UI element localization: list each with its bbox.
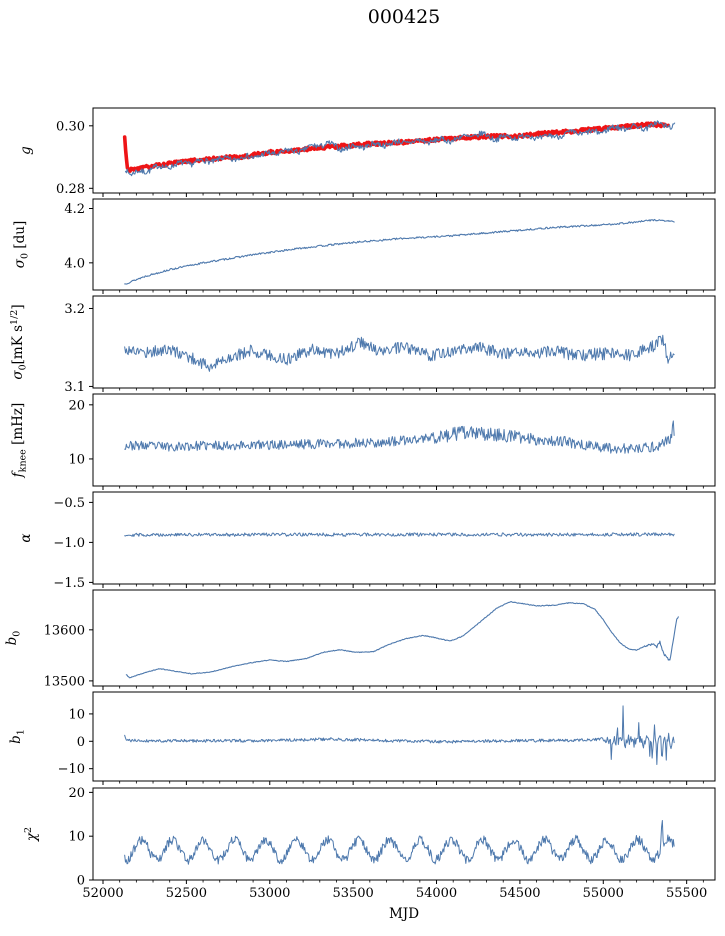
panel-spines <box>92 691 716 782</box>
label-segment: 0 <box>18 364 29 370</box>
y-tick-label: 20 <box>68 786 85 801</box>
series-chi2-line <box>124 820 675 865</box>
y-tick-label: 10 <box>68 830 85 845</box>
y-tick-label: 4.2 <box>64 202 85 217</box>
series-group <box>124 705 675 766</box>
y-tick-label: 20 <box>68 398 85 413</box>
series-b0-line <box>125 601 679 679</box>
panel-b1: 10 0 −10 b1 <box>8 691 716 785</box>
y-axis-label-b1: b1 <box>8 729 27 744</box>
label-segment: b <box>4 637 20 646</box>
y-axis-label-fknee: fknee [mHz] <box>10 403 29 479</box>
label-segment: 0 <box>12 631 23 637</box>
chart-title: 000425 <box>367 6 441 28</box>
panel-spines <box>92 589 716 687</box>
label-segment: χ <box>24 832 40 842</box>
x-tick-label: 54500 <box>499 886 540 901</box>
panel-sigma0-mk: 3.2 3.1 σ0[mK s1/2] <box>9 295 716 395</box>
y-tick-label: 0.28 <box>56 182 85 197</box>
y-tick-label: 0 <box>77 735 85 750</box>
panel-fknee: 20 10 fknee [mHz] <box>10 393 716 490</box>
label-segment: b <box>8 735 24 744</box>
y-tick-label: −1.0 <box>53 536 85 551</box>
panel-spines <box>92 491 716 585</box>
y-tick-label: 3.2 <box>64 302 85 317</box>
x-tick-label: 55000 <box>583 886 624 901</box>
x-tick-label: 54000 <box>416 886 457 901</box>
panel-spines <box>92 787 716 881</box>
label-segment: [du] <box>12 221 28 253</box>
series-group <box>122 120 676 177</box>
label-segment: 1/2 <box>9 310 20 325</box>
y-axis-label-chi2: χ2 <box>23 827 40 842</box>
y-axis-label-g: g <box>18 146 34 155</box>
label-segment: 0 <box>20 253 31 259</box>
x-tick-label: 53000 <box>249 886 290 901</box>
y-axis-label-sigma0-mk: σ0[mK s1/2] <box>9 304 29 379</box>
panel-alpha: −0.5 −1.0 −1.5 α <box>18 491 716 591</box>
x-tick-label: 55500 <box>666 886 707 901</box>
y-tick-label: −0.5 <box>53 496 85 511</box>
y-tick-label: 0.30 <box>56 119 85 134</box>
y-tick-label: 4.0 <box>64 256 85 271</box>
label-segment: [mK s <box>10 325 26 364</box>
panel-spines <box>92 107 716 194</box>
y-tick-label: 13500 <box>44 674 85 689</box>
panel-spines <box>92 198 716 291</box>
y-tick-label: −1.5 <box>53 576 85 591</box>
y-tick-label: 0 <box>77 874 85 889</box>
panel-b0: 13600 13500 b0 <box>4 589 716 690</box>
y-tick-label: 13600 <box>44 623 85 638</box>
series-group <box>125 601 679 679</box>
series-sigma0-mk-line <box>124 334 675 372</box>
x-axis-title: MJD <box>389 906 419 922</box>
y-axis-label-sigma0-du: σ0 [du] <box>12 221 31 268</box>
series-group <box>124 420 675 454</box>
label-segment: 1 <box>16 729 27 735</box>
y-tick-label: 3.1 <box>64 380 85 395</box>
series-group <box>124 334 675 372</box>
panel-spines <box>92 393 716 487</box>
panel-spines <box>92 295 716 389</box>
label-segment: σ <box>12 258 28 268</box>
y-tick-label: −10 <box>58 762 85 777</box>
y-tick-label: 10 <box>68 452 85 467</box>
series-sigma0-du-line <box>124 218 675 285</box>
y-axis-label-alpha: α <box>18 533 34 542</box>
series-group <box>124 820 675 865</box>
label-segment: ] <box>10 304 26 309</box>
series-b1-line <box>124 705 675 766</box>
x-tick-label: 52000 <box>82 886 123 901</box>
label-segment: [mHz] <box>10 403 26 450</box>
series-group <box>124 532 675 537</box>
label-segment: 2 <box>23 827 34 833</box>
series-group <box>124 218 675 285</box>
series-g-data-line <box>124 120 676 177</box>
label-segment: knee <box>18 449 29 472</box>
x-tick-label: 52500 <box>166 886 207 901</box>
y-axis-label-b0: b0 <box>4 631 23 646</box>
x-tick-label: 53500 <box>332 886 373 901</box>
label-segment: α <box>18 533 34 542</box>
panel-g: 0.30 0.28 g <box>18 107 716 197</box>
series-fknee-line <box>124 420 675 454</box>
panel-sigma0-du: 4.2 4.0 σ0 [du] <box>12 198 716 294</box>
label-segment: σ <box>10 370 26 380</box>
series-alpha-line <box>124 532 675 537</box>
label-segment: g <box>18 146 34 155</box>
label-segment: f <box>10 470 26 478</box>
y-tick-label: 10 <box>68 707 85 722</box>
